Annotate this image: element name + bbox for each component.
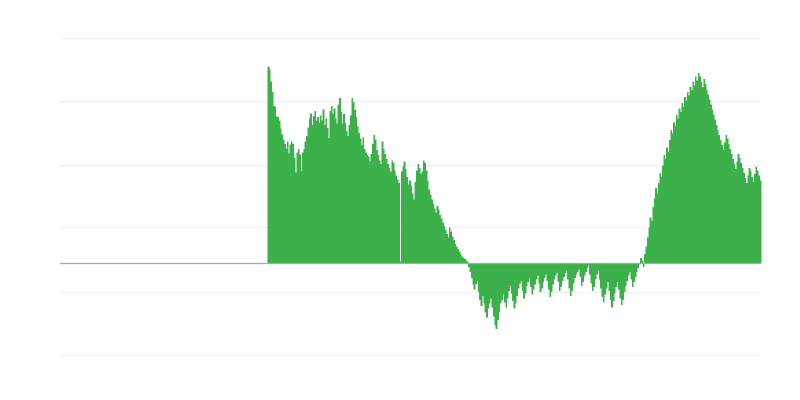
chart-canvas (60, 38, 762, 356)
chart-container (60, 38, 762, 356)
